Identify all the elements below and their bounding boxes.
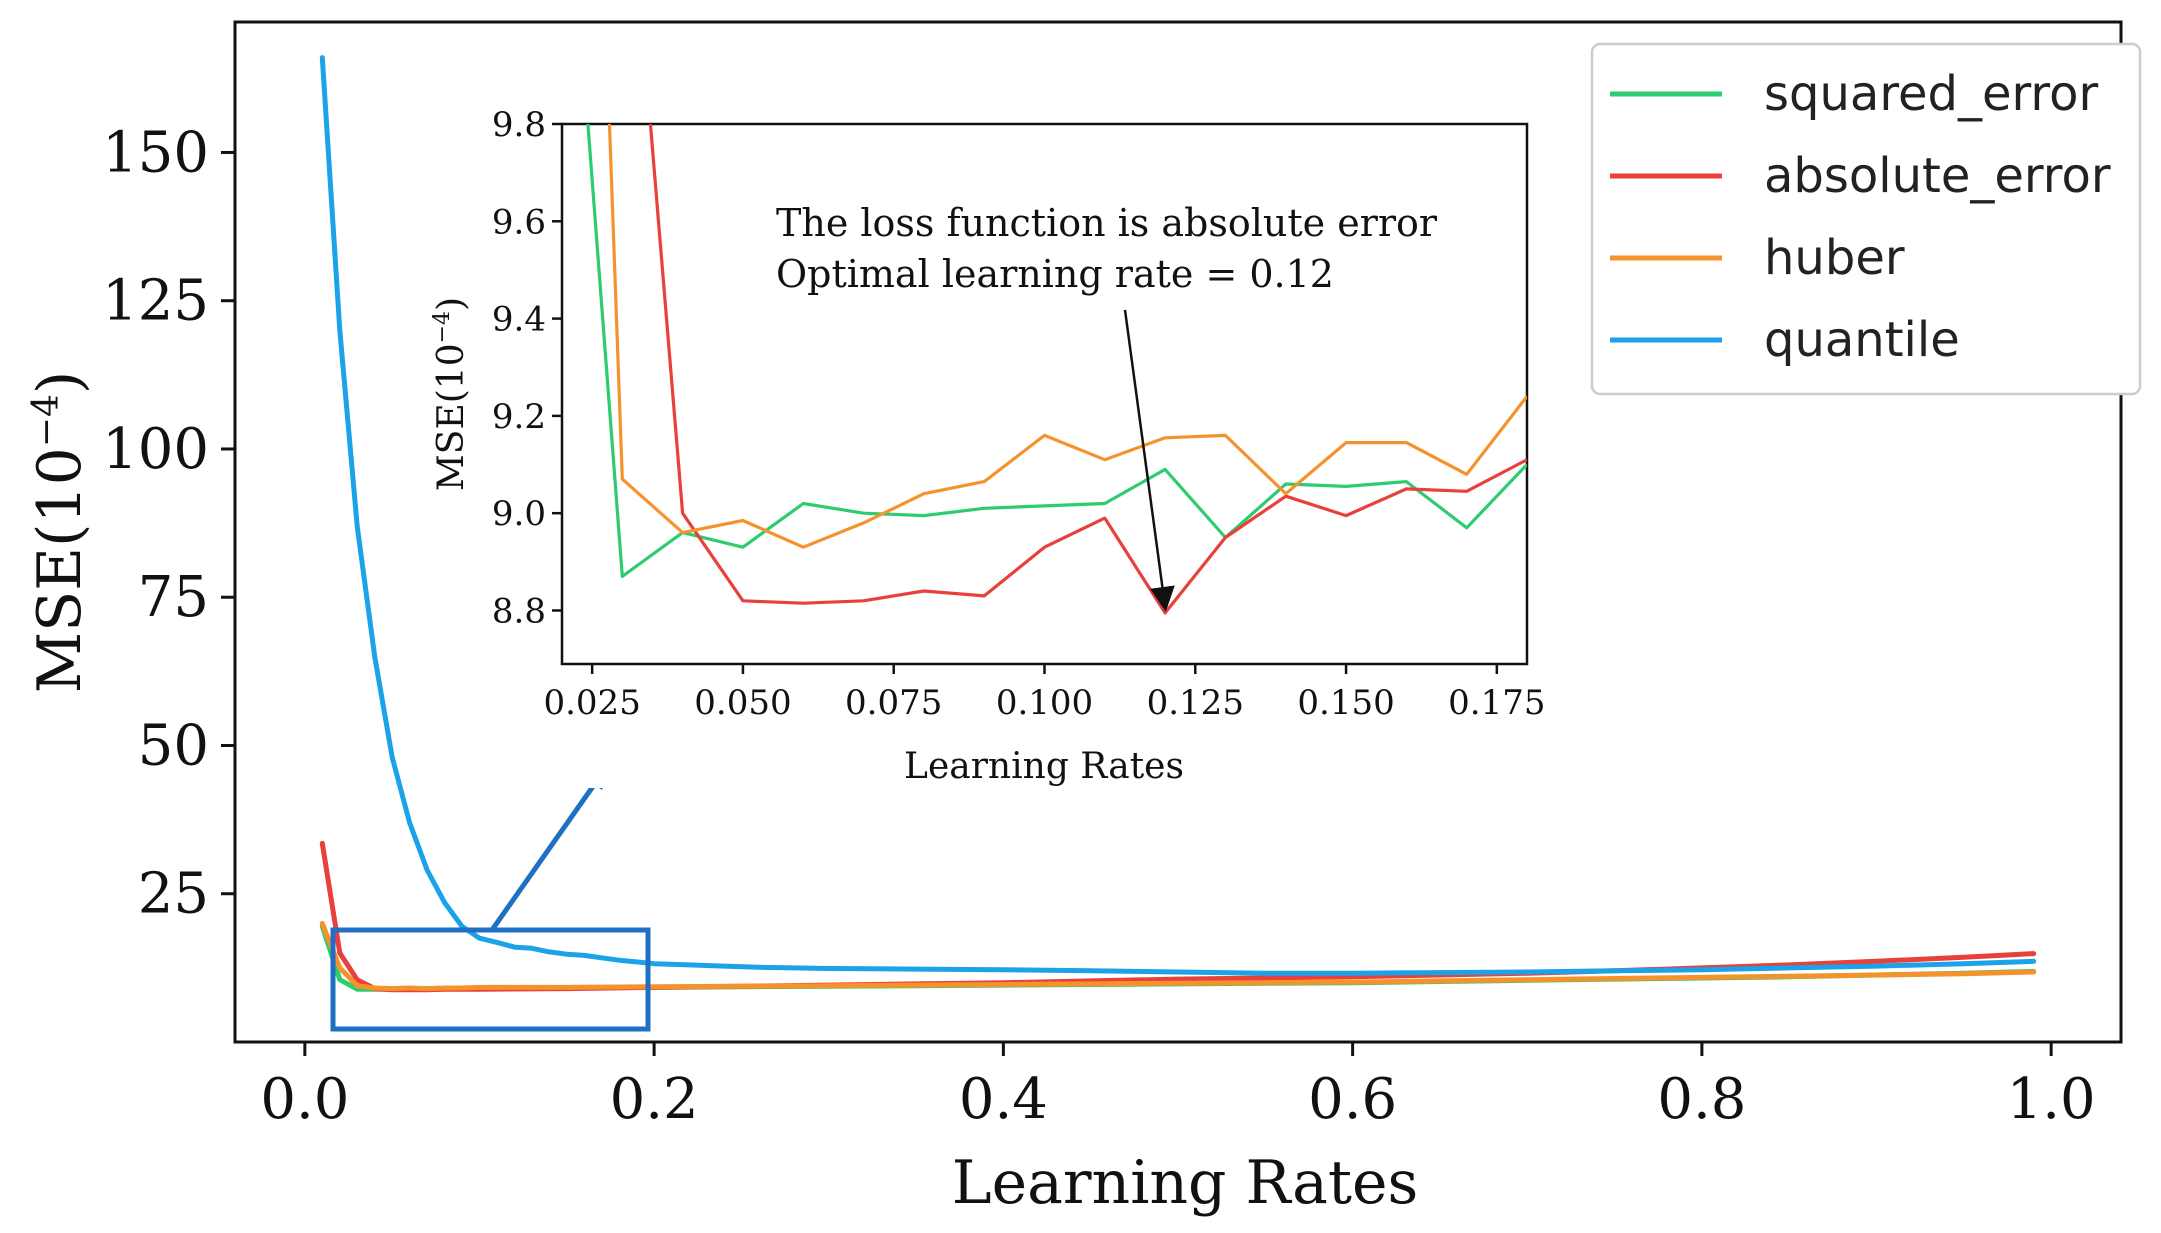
inset-y-axis-title-exponent: −4 [430, 311, 455, 343]
main-y-tick-label: 150 [102, 120, 209, 185]
inset-y-axis-title-close: ) [431, 297, 472, 311]
inset-background [430, 108, 1670, 788]
inset-y-tick-label: 9.2 [492, 397, 546, 437]
main-y-ticks: 25 50 75 100 125 150 [102, 120, 235, 927]
legend-label-quantile: quantile [1764, 312, 1960, 368]
main-series-line-quantile [319, 55, 2037, 976]
main-y-axis-title-base: MSE(10 [25, 447, 95, 693]
annotation-line-2: Optimal learning rate = 0.12 [776, 252, 1334, 296]
main-series-group [319, 55, 2037, 993]
inset-y-tick-label: 9.6 [492, 202, 546, 242]
main-x-tick-label: 0.2 [610, 1067, 699, 1132]
main-series-line-huber [319, 920, 2037, 992]
main-x-ticks: 0.0 0.2 0.4 0.6 0.8 1.0 [260, 1042, 2096, 1132]
main-x-tick-label: 0.8 [1657, 1067, 1746, 1132]
inset-y-tick-label: 9.4 [492, 300, 546, 340]
legend-label-huber: huber [1764, 230, 1905, 286]
legend-label-absolute-error: absolute_error [1764, 148, 2111, 204]
legend-frame [1590, 42, 2142, 396]
inset-x-tick-label: 0.075 [845, 683, 942, 723]
inset-axes: 0.025 0.050 0.075 0.100 0.125 0.150 0.175 8.8 9… [430, 105, 1670, 788]
inset-y-axis-title-base: MSE(10 [431, 343, 472, 491]
main-x-axis-title: Learning Rates [952, 1148, 1419, 1218]
main-y-axis-title-close: ) [25, 371, 95, 394]
main-y-axis-title-exponent: −4 [26, 394, 67, 447]
inset-x-tick-label: 0.175 [1448, 683, 1545, 723]
main-x-tick-label: 0.4 [959, 1067, 1048, 1132]
main-y-tick-label: 75 [138, 565, 209, 630]
inset-x-tick-label: 0.025 [543, 683, 640, 723]
main-y-tick-label: 125 [102, 269, 209, 334]
main-x-tick-label: 0.6 [1308, 1067, 1397, 1132]
main-y-axis-title: MSE(10−4) [25, 371, 95, 694]
main-y-tick-label: 25 [138, 862, 209, 927]
inset-series-group [586, 124, 1527, 615]
inset-series-line-huber [607, 124, 1527, 549]
inset-series-line-absolute-error [648, 124, 1527, 615]
inset-x-tick-label: 0.100 [996, 683, 1093, 723]
inset-y-tick-label: 9.0 [492, 494, 546, 534]
main-x-tick-label: 1.0 [2007, 1067, 2096, 1132]
annotation-arrow [1123, 309, 1175, 612]
main-x-tick-label: 0.0 [260, 1067, 349, 1132]
main-y-tick-label: 100 [102, 417, 209, 482]
inset-y-tick-label: 8.8 [492, 591, 546, 631]
inset-series-line-squared-error [586, 124, 1527, 579]
inset-y-axis-title: MSE(10−4) [430, 297, 472, 491]
inset-x-tick-label: 0.150 [1297, 683, 1394, 723]
annotation-line-1: The loss function is absolute error [776, 201, 1438, 245]
inset-y-tick-label: 9.8 [492, 105, 546, 145]
main-y-tick-label: 50 [138, 713, 209, 778]
inset-y-ticks: 8.8 9.0 9.2 9.4 9.6 9.8 [492, 105, 562, 631]
inset-x-tick-label: 0.125 [1147, 683, 1244, 723]
inset-x-axis-title: Learning Rates [904, 746, 1184, 787]
inset-x-ticks: 0.025 0.050 0.075 0.100 0.125 0.150 0.175 [543, 664, 1546, 723]
inset-x-tick-label: 0.050 [694, 683, 791, 723]
legend-label-squared-error: squared_error [1764, 66, 2098, 122]
zoom-highlight-box [330, 927, 651, 1032]
zoom-arrow [489, 763, 611, 932]
